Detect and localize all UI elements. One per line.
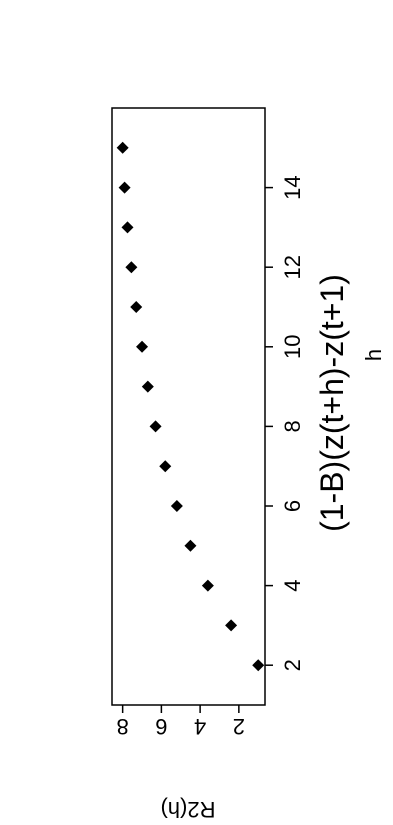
x-axis-title: h [361,349,386,361]
data-point [201,579,214,592]
data-point [170,500,183,512]
data-point [252,659,265,672]
data-point [118,181,131,194]
data-point [121,221,134,234]
x-tick-label: 2 [280,659,305,671]
x-axis: 2 4 6 8 10 12 14 [265,175,305,671]
x-tick-label: 10 [280,335,305,359]
data-point [125,261,138,274]
data-point [136,340,149,353]
data-point [225,619,238,632]
y-axis-title: R2(h) [160,797,215,822]
y-tick-label: 8 [117,714,129,739]
x-tick-label: 8 [280,420,305,432]
data-point [130,301,143,313]
data-point [141,380,154,393]
x-tick-label: 12 [280,255,305,279]
y-tick-label: 6 [155,714,167,739]
y-axis: 2 4 6 8 [117,705,245,739]
data-point [149,420,162,433]
x-tick-label: 14 [280,175,305,199]
data-point [116,141,129,154]
data-point [159,460,172,473]
plot-area-frame [111,107,266,706]
data-point [184,539,197,552]
y-tick-label: 4 [194,714,206,739]
x-tick-label: 4 [280,579,305,591]
y-tick-label: 2 [233,714,245,739]
data-points [116,141,265,672]
chart-title: (1-B)(z(t+h)-z(t+1) [314,274,350,532]
x-tick-label: 6 [280,500,305,512]
